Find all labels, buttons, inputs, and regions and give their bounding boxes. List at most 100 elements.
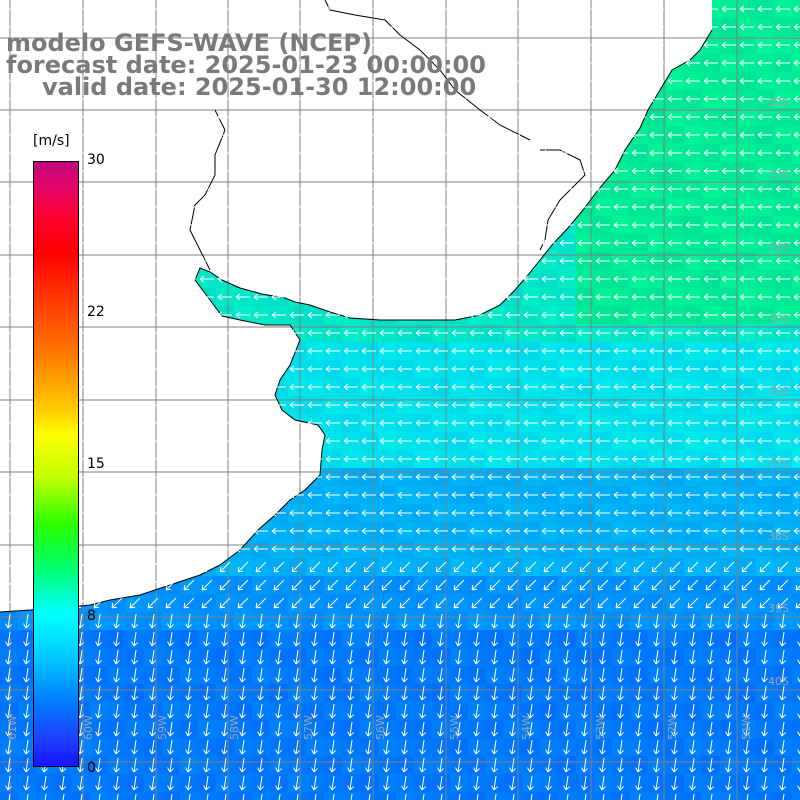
wind-arrow <box>127 23 142 31</box>
wind-speed-cell <box>792 558 800 576</box>
wind-arrow <box>451 185 466 193</box>
wind-arrow <box>397 167 412 175</box>
wind-arrow <box>595 455 610 463</box>
colorbar-tick: 8 <box>87 608 96 624</box>
wind-arrow <box>127 419 142 427</box>
wind-arrow <box>415 311 430 319</box>
wind-arrow <box>631 491 646 499</box>
wind-arrow <box>505 347 520 355</box>
wind-arrow <box>343 275 358 283</box>
wind-arrow <box>793 473 800 481</box>
wind-arrow <box>325 167 340 175</box>
wind-arrow <box>667 185 682 193</box>
wind-arrow <box>433 329 448 337</box>
wind-arrow <box>775 149 790 157</box>
wind-arrow <box>379 95 394 103</box>
wind-arrow <box>469 167 484 175</box>
wind-arrow <box>667 167 682 175</box>
wind-arrow <box>595 221 610 229</box>
wind-arrow <box>1 257 16 265</box>
wind-arrow <box>595 473 610 481</box>
wind-arrow <box>739 419 754 427</box>
wind-arrow <box>55 41 70 49</box>
wind-arrow <box>559 113 574 121</box>
wind-arrow <box>181 95 196 103</box>
wind-speed-cell <box>198 792 216 800</box>
wind-arrow <box>235 257 250 265</box>
wind-arrow <box>523 311 538 319</box>
wind-arrow <box>757 203 772 211</box>
wind-arrow <box>271 509 286 517</box>
wind-arrow <box>397 203 412 211</box>
wind-arrow <box>19 41 34 49</box>
wind-arrow <box>397 437 412 445</box>
wind-arrow <box>109 455 124 463</box>
wind-arrow <box>433 203 448 211</box>
wind-arrow <box>739 95 754 103</box>
wind-arrow <box>667 257 682 265</box>
wind-arrow <box>631 383 646 391</box>
wind-arrow <box>1 311 16 319</box>
wind-arrow <box>721 455 736 463</box>
wind-arrow <box>451 401 466 409</box>
wind-arrow <box>487 221 502 229</box>
wind-arrow <box>559 365 574 373</box>
wind-arrow <box>1 437 16 445</box>
wind-arrow <box>181 329 196 337</box>
wind-arrow <box>1 185 16 193</box>
lat-label: 35S <box>768 313 789 326</box>
wind-arrow <box>217 5 232 13</box>
wind-arrow <box>433 455 448 463</box>
wind-arrow <box>379 23 394 31</box>
wind-arrow <box>19 347 34 355</box>
wind-arrow <box>37 5 52 13</box>
wind-arrow <box>451 167 466 175</box>
wind-arrow <box>127 239 142 247</box>
wind-arrow <box>487 131 502 139</box>
wind-arrow <box>397 221 412 229</box>
wind-arrow <box>163 509 178 517</box>
wind-arrow <box>19 329 34 337</box>
wind-arrow <box>217 275 232 283</box>
wind-arrow <box>793 365 800 373</box>
wind-arrow <box>163 23 178 31</box>
wind-arrow <box>703 239 718 247</box>
wind-arrow <box>721 149 736 157</box>
wind-arrow <box>325 5 340 13</box>
wind-arrow <box>397 257 412 265</box>
wind-arrow <box>469 473 484 481</box>
wind-arrow <box>181 113 196 121</box>
wind-arrow <box>343 23 358 31</box>
wind-arrow <box>271 275 286 283</box>
wind-arrow <box>307 275 322 283</box>
wind-arrow <box>649 329 664 337</box>
wind-arrow <box>181 419 196 427</box>
wind-arrow <box>127 509 142 517</box>
wind-arrow <box>415 437 430 445</box>
wind-arrow <box>739 455 754 463</box>
wind-arrow <box>163 221 178 229</box>
wind-arrow <box>685 419 700 427</box>
wind-arrow <box>379 455 394 463</box>
wind-arrow <box>469 41 484 49</box>
wind-arrow <box>1 527 16 535</box>
wind-arrow <box>217 527 232 535</box>
wind-arrow <box>343 95 358 103</box>
wind-arrow <box>721 293 736 301</box>
wind-arrow <box>739 203 754 211</box>
wind-speed-cell <box>126 792 144 800</box>
wind-arrow <box>649 5 664 13</box>
wind-arrow <box>271 5 286 13</box>
wind-arrow <box>649 95 664 103</box>
wind-arrow <box>559 5 574 13</box>
wind-arrow <box>163 473 178 481</box>
wind-arrow <box>595 41 610 49</box>
wind-arrow <box>235 239 250 247</box>
wind-arrow <box>577 455 592 463</box>
wind-arrow <box>613 455 628 463</box>
wind-arrow <box>127 185 142 193</box>
wind-arrow <box>145 149 160 157</box>
wind-arrow <box>289 455 304 463</box>
wind-arrow <box>433 41 448 49</box>
